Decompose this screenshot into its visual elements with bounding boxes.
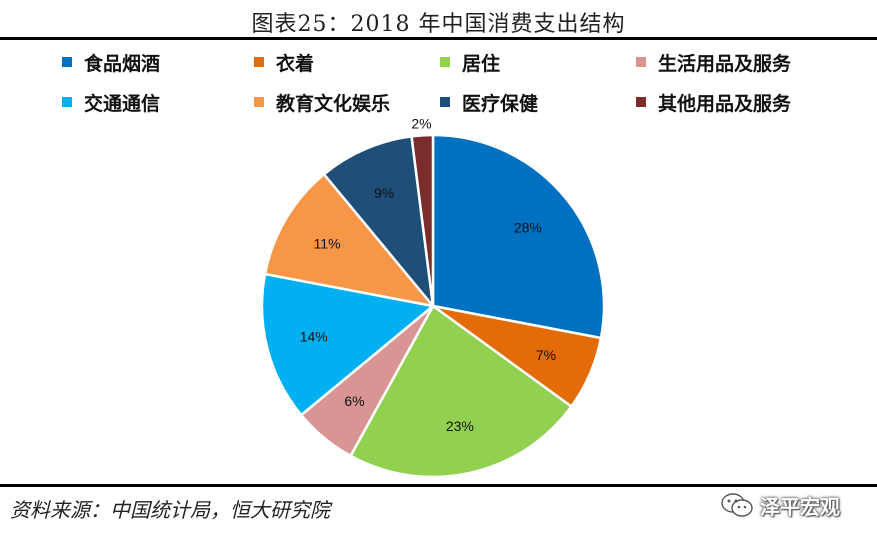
legend-item: 交通通信 — [62, 88, 254, 116]
wechat-icon — [721, 493, 753, 517]
slice-label: 2% — [411, 115, 431, 131]
chart-legend: 食品烟酒 衣着 居住 生活用品及服务交通通信 教育文化娱乐 医疗保健 其他用品及服务 — [62, 48, 842, 116]
slice-label: 14% — [300, 329, 328, 345]
legend-label: 交通通信 — [84, 92, 161, 115]
legend-swatch — [62, 57, 72, 67]
legend-label: 食品烟酒 — [84, 52, 161, 75]
slice-label: 23% — [446, 418, 474, 434]
legend-label: 教育文化娱乐 — [276, 92, 391, 115]
pie-slice — [260, 272, 435, 417]
slice-label: 11% — [314, 235, 341, 251]
pie-slice — [322, 135, 435, 308]
slice-label: 9% — [374, 185, 394, 201]
pie-slice — [349, 304, 573, 479]
slice-label: 6% — [344, 393, 364, 409]
chart-title: 图表25：2018 年中国消费支出结构 — [251, 12, 626, 37]
slice-label: 7% — [536, 347, 556, 363]
legend-item: 食品烟酒 — [62, 48, 254, 76]
pie-slice — [263, 172, 435, 308]
legend-label: 其他用品及服务 — [658, 92, 792, 115]
pie-slice — [410, 133, 435, 308]
legend-swatch — [636, 97, 646, 107]
legend-label: 居住 — [462, 52, 501, 75]
bottom-rule — [0, 484, 877, 487]
legend-swatch — [440, 57, 450, 67]
brand-name: 泽平宏观 — [760, 494, 840, 519]
source-note: 资料来源：中国统计局，恒大研究院 — [10, 498, 330, 522]
pie-slice — [431, 133, 606, 340]
legend-item: 其他用品及服务 — [636, 88, 842, 116]
legend-item: 居住 — [440, 48, 636, 76]
legend-swatch — [254, 97, 264, 107]
legend-label: 医疗保健 — [462, 92, 539, 115]
legend-swatch — [636, 57, 646, 67]
legend-swatch — [62, 97, 72, 107]
legend-item: 衣着 — [254, 48, 440, 76]
legend-item: 生活用品及服务 — [636, 48, 842, 76]
legend-label: 衣着 — [276, 52, 315, 75]
legend-label: 生活用品及服务 — [658, 52, 792, 75]
legend-swatch — [440, 97, 450, 107]
legend-item: 医疗保健 — [440, 88, 636, 116]
top-rule — [0, 37, 877, 40]
legend-item: 教育文化娱乐 — [254, 88, 440, 116]
legend-swatch — [254, 57, 264, 67]
slice-label: 28% — [514, 220, 542, 236]
brand-watermark: 泽平宏观 — [720, 485, 840, 525]
